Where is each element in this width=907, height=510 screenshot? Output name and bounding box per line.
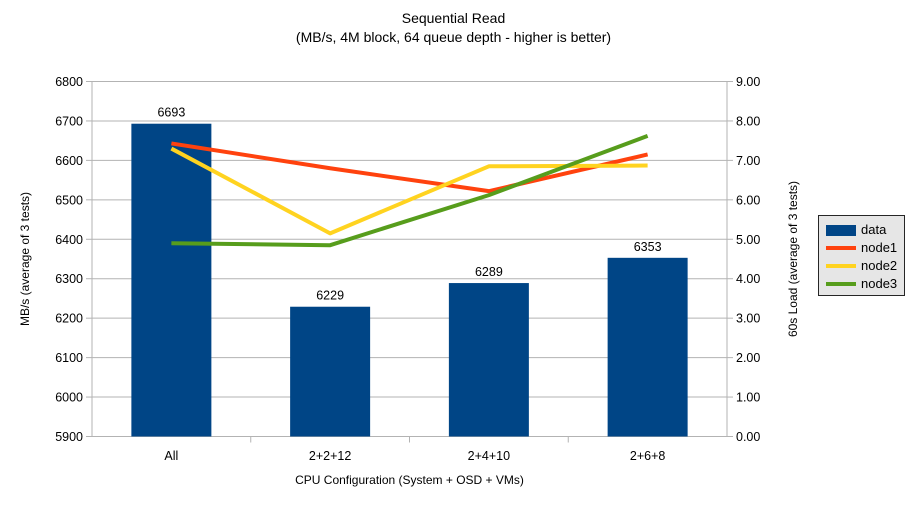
legend-swatch-node3 xyxy=(826,282,856,286)
left-tick-label: 6800 xyxy=(55,75,83,89)
bar-All xyxy=(131,123,212,437)
legend-label: node1 xyxy=(861,240,898,255)
bar-data-label: 6229 xyxy=(316,289,344,303)
legend: data node1 node2 node3 xyxy=(818,215,905,296)
bar-data-label: 6289 xyxy=(475,265,503,279)
right-tick-label: 5.00 xyxy=(736,233,760,247)
legend-swatch-node1 xyxy=(826,246,856,250)
right-tick-label: 1.00 xyxy=(736,391,760,405)
legend-item-data: data xyxy=(826,221,904,239)
bar-data-label: 6353 xyxy=(634,240,662,254)
chart-subtitle: (MB/s, 4M block, 64 queue depth - higher… xyxy=(295,29,612,45)
bar-2+2+12 xyxy=(290,306,371,437)
left-tick-label: 6400 xyxy=(55,233,83,247)
left-tick-label: 6000 xyxy=(55,391,83,405)
left-tick-label: 5900 xyxy=(55,430,83,444)
right-tick-label: 2.00 xyxy=(736,351,760,365)
line-node3 xyxy=(171,134,649,248)
right-tick-label: 9.00 xyxy=(736,75,760,89)
category-label: 2+6+8 xyxy=(630,449,666,463)
left-tick-label: 6100 xyxy=(55,351,83,365)
x-axis-title: CPU Configuration (System + OSD + VMs) xyxy=(295,473,524,487)
legend-swatch-node2 xyxy=(826,264,856,268)
left-tick-label: 6500 xyxy=(55,193,83,207)
right-tick-label: 3.00 xyxy=(736,312,760,326)
left-tick-label: 6200 xyxy=(55,312,83,326)
chart-title: Sequential Read xyxy=(401,10,506,26)
legend-item-node1: node1 xyxy=(826,239,904,257)
right-tick-label: 0.00 xyxy=(736,430,760,444)
legend-swatch-data xyxy=(826,224,856,236)
right-tick-label: 6.00 xyxy=(736,193,760,207)
category-label: 2+2+12 xyxy=(309,449,351,463)
bar-2+4+10 xyxy=(448,283,529,437)
left-tick-label: 6600 xyxy=(55,154,83,168)
category-label: 2+4+10 xyxy=(468,449,510,463)
legend-item-node2: node2 xyxy=(826,257,904,275)
legend-item-node3: node3 xyxy=(826,275,904,293)
right-tick-label: 4.00 xyxy=(736,272,760,286)
bar-2+6+8 xyxy=(607,257,688,437)
bar-data-label: 6693 xyxy=(157,106,185,120)
right-tick-label: 8.00 xyxy=(736,114,760,128)
left-tick-label: 6700 xyxy=(55,114,83,128)
legend-label: node3 xyxy=(861,276,898,291)
left-tick-label: 6300 xyxy=(55,272,83,286)
legend-label: node2 xyxy=(861,258,898,273)
line-node1 xyxy=(171,141,649,194)
category-label: All xyxy=(164,449,178,463)
right-tick-label: 7.00 xyxy=(736,154,760,168)
legend-label: data xyxy=(861,222,887,237)
